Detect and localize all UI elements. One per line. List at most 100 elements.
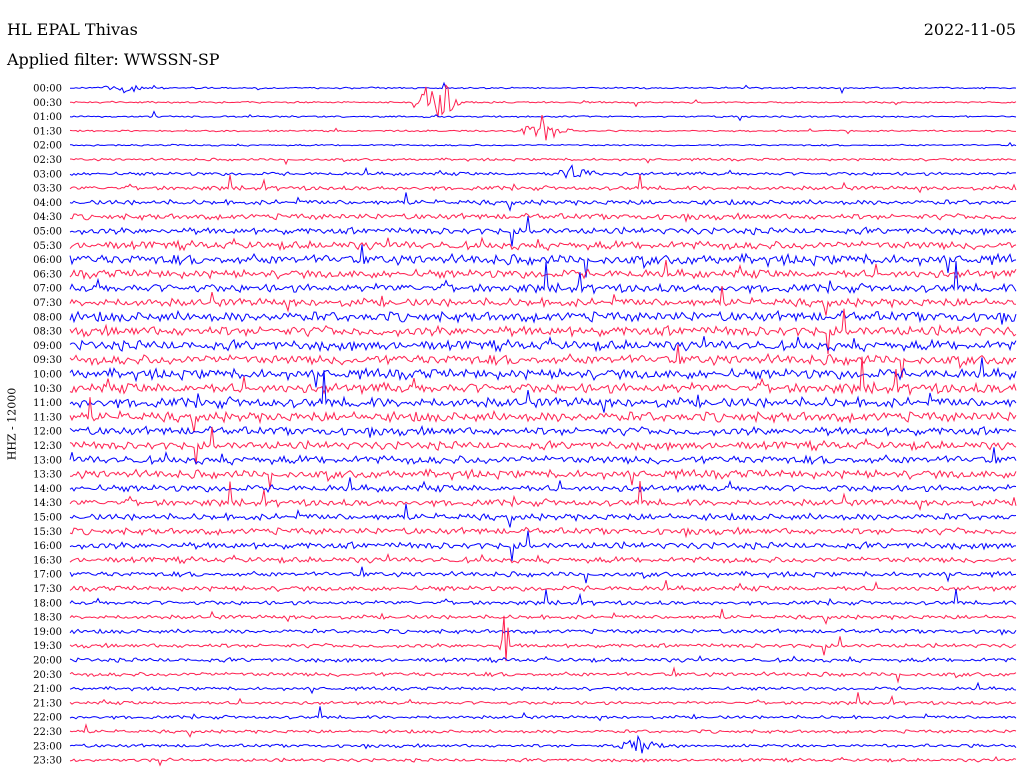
seismic-trace <box>69 192 1017 212</box>
seismic-trace <box>69 480 1017 512</box>
seismic-trace <box>70 83 1017 118</box>
trace-time-label: 16:00 <box>33 541 62 552</box>
seismic-trace <box>69 141 1017 147</box>
seismic-trace <box>69 681 1017 695</box>
seismic-trace <box>69 503 1017 528</box>
trace-time-label: 00:00 <box>33 84 62 95</box>
trace-time-label: 07:00 <box>33 284 62 295</box>
trace-time-label: 13:30 <box>33 470 62 481</box>
trace-time-label: 22:30 <box>33 727 62 738</box>
seismic-trace <box>69 81 1017 95</box>
seismic-trace <box>69 666 1017 684</box>
seismic-trace <box>69 174 1017 194</box>
seismic-trace <box>69 426 1017 465</box>
trace-time-label: 01:00 <box>33 112 62 123</box>
trace-time-label: 20:00 <box>33 656 62 667</box>
seismic-trace <box>69 530 1016 561</box>
seismic-trace <box>69 628 1017 636</box>
trace-time-label: 03:00 <box>33 169 62 180</box>
trace-time-label: 18:00 <box>33 598 62 609</box>
seismic-trace <box>69 308 1017 355</box>
seismic-trace <box>69 216 1016 247</box>
trace-time-label: 22:00 <box>33 713 62 724</box>
trace-time-label: 01:30 <box>33 126 62 137</box>
trace-time-label: 21:00 <box>33 684 62 695</box>
seismic-trace <box>69 212 1017 223</box>
trace-time-label: 23:30 <box>33 756 62 767</box>
trace-time-label: 06:30 <box>33 269 62 280</box>
trace-time-label: 05:00 <box>33 227 62 238</box>
seismic-trace <box>70 468 1017 490</box>
trace-time-label: 18:30 <box>33 613 62 624</box>
trace-time-label: 15:30 <box>33 527 62 538</box>
seismic-trace <box>69 526 1017 539</box>
station-title: HL EPAL Thivas <box>7 20 138 39</box>
trace-time-label: 10:00 <box>33 370 62 381</box>
seismic-trace <box>69 356 1017 397</box>
seismic-trace <box>69 706 1017 722</box>
seismic-trace <box>69 589 1017 607</box>
seismic-trace <box>69 309 1017 325</box>
trace-time-label: 04:30 <box>33 212 62 223</box>
seismic-trace <box>69 734 1017 754</box>
trace-time-label: 00:30 <box>33 98 62 109</box>
trace-time-label: 19:30 <box>33 641 62 652</box>
trace-time-label: 05:30 <box>33 241 62 252</box>
trace-time-label: 07:30 <box>33 298 62 309</box>
trace-time-label: 04:00 <box>33 198 62 209</box>
trace-time-label: 09:30 <box>33 355 62 366</box>
seismic-trace <box>69 756 1017 767</box>
seismic-trace <box>69 344 1017 378</box>
seismic-trace <box>69 424 1017 438</box>
trace-time-label: 12:30 <box>33 441 62 452</box>
trace-time-label: 03:30 <box>33 184 62 195</box>
seismic-trace <box>69 157 1017 166</box>
trace-time-label: 09:00 <box>33 341 62 352</box>
trace-time-label: 23:00 <box>33 741 62 752</box>
trace-time-label: 20:30 <box>33 670 62 681</box>
trace-time-label: 17:30 <box>33 584 62 595</box>
seismic-trace <box>69 260 1017 280</box>
seismic-trace <box>69 370 1017 413</box>
seismic-trace <box>69 357 1017 388</box>
trace-time-label: 08:00 <box>33 312 62 323</box>
seismic-trace <box>69 723 1017 738</box>
trace-time-label: 11:30 <box>33 412 62 423</box>
trace-time-label: 14:30 <box>33 498 62 509</box>
trace-time-label: 21:30 <box>33 698 62 709</box>
seismic-trace <box>69 477 1017 494</box>
seismic-trace <box>69 114 1016 141</box>
seismic-trace <box>69 566 1017 584</box>
filter-label: Applied filter: WWSSN-SP <box>7 50 220 69</box>
trace-time-label: 13:00 <box>33 455 62 466</box>
seismic-trace <box>69 261 1017 295</box>
seismic-trace <box>69 244 1017 278</box>
trace-time-label: 16:30 <box>33 555 62 566</box>
trace-time-label: 19:00 <box>33 627 62 638</box>
trace-time-label: 17:00 <box>33 570 62 581</box>
trace-time-label: 06:00 <box>33 255 62 266</box>
plot-date: 2022-11-05 <box>923 20 1016 39</box>
trace-time-label: 10:30 <box>33 384 62 395</box>
seismic-trace <box>69 447 1017 466</box>
trace-time-label: 11:00 <box>33 398 62 409</box>
trace-time-label: 12:00 <box>33 427 62 438</box>
seismic-trace <box>69 164 1017 179</box>
seismic-trace <box>69 692 1017 706</box>
seismic-trace <box>69 580 1017 593</box>
seismic-trace <box>69 655 1017 664</box>
seismic-trace <box>69 552 1017 565</box>
trace-time-label: 08:30 <box>33 327 62 338</box>
seismic-trace <box>69 285 1017 316</box>
seismic-trace <box>69 397 1017 433</box>
seismic-trace <box>69 110 1017 122</box>
seismic-trace <box>69 336 1017 353</box>
trace-time-label: 02:30 <box>33 155 62 166</box>
seismic-trace <box>69 236 1017 252</box>
trace-time-label: 15:00 <box>33 513 62 524</box>
seismic-trace <box>69 608 1016 626</box>
seismic-trace <box>69 615 1017 662</box>
trace-time-label: 14:00 <box>33 484 62 495</box>
trace-time-label: 02:00 <box>33 141 62 152</box>
